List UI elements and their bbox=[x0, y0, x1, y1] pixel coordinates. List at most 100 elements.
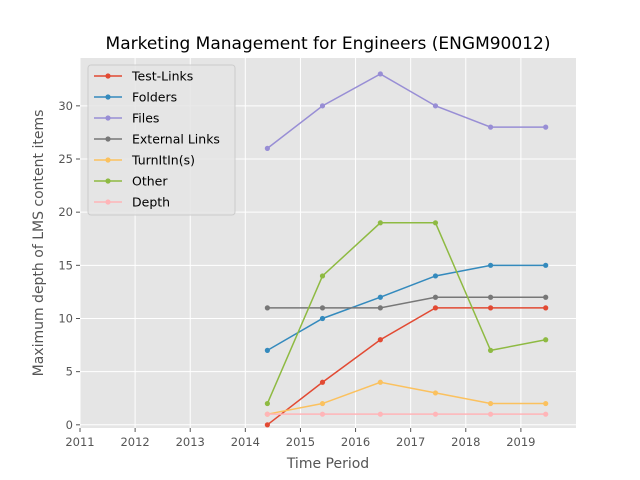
series-line-other bbox=[266, 222, 546, 404]
legend-item-depth: Depth bbox=[94, 195, 170, 210]
data-point-test-links bbox=[432, 305, 439, 311]
x-axis-ticks: 2011 2012 2013 2014 2015 2016 2017 2018 2019 bbox=[65, 428, 536, 449]
legend-item-test-links: Test-Links bbox=[94, 69, 193, 84]
data-point-files bbox=[264, 145, 270, 151]
data-point-other bbox=[543, 337, 549, 343]
legend-swatch-marker bbox=[105, 178, 111, 184]
data-point-test-links bbox=[377, 337, 383, 343]
data-point-files bbox=[487, 124, 494, 130]
data-point-files bbox=[543, 124, 549, 130]
x-tick-label: 2015 bbox=[286, 435, 315, 449]
data-point-external-links bbox=[264, 305, 270, 311]
y-axis-label: Maximum depth of LMS content items bbox=[31, 110, 47, 377]
data-point-external-links bbox=[377, 305, 383, 311]
x-tick-label: 2018 bbox=[451, 435, 480, 449]
data-point-depth bbox=[487, 411, 494, 417]
series-folders bbox=[264, 262, 549, 353]
y-axis-ticks: 0 5 10 15 20 25 30 bbox=[58, 99, 80, 432]
legend-swatch-marker bbox=[105, 199, 111, 205]
x-tick-label: 2012 bbox=[120, 435, 149, 449]
legend-swatch-marker bbox=[105, 94, 111, 100]
x-tick-label: 2013 bbox=[176, 435, 205, 449]
legend-item-folders: Folders bbox=[94, 90, 177, 105]
data-point-external-links bbox=[543, 294, 549, 300]
series-line-external-links bbox=[267, 296, 546, 309]
x-tick-label: 2016 bbox=[341, 435, 370, 449]
y-tick-label: 5 bbox=[66, 365, 73, 379]
data-point-other bbox=[432, 220, 439, 226]
series-external-links bbox=[264, 294, 549, 311]
series-files bbox=[264, 71, 549, 151]
data-point-test-links bbox=[264, 422, 270, 428]
data-point-other bbox=[264, 400, 270, 407]
legend-label: Other bbox=[132, 174, 168, 189]
y-tick-label: 10 bbox=[58, 311, 73, 325]
data-point-depth bbox=[543, 411, 549, 417]
data-point-other bbox=[319, 273, 326, 279]
data-point-depth bbox=[264, 411, 270, 417]
data-point-test-links bbox=[319, 379, 326, 385]
y-tick-label: 0 bbox=[66, 418, 73, 432]
data-point-turnitin-s bbox=[487, 400, 494, 407]
legend-label: Depth bbox=[132, 195, 170, 210]
legend-swatch-marker bbox=[105, 115, 111, 121]
x-tick-label: 2019 bbox=[506, 435, 535, 449]
legend-label: Files bbox=[132, 111, 159, 126]
data-point-files bbox=[377, 71, 383, 77]
y-tick-label: 15 bbox=[58, 258, 73, 272]
x-tick-label: 2011 bbox=[65, 435, 94, 449]
legend-box bbox=[87, 64, 236, 216]
data-point-external-links bbox=[319, 305, 326, 311]
x-tick-label: 2014 bbox=[231, 435, 260, 449]
series-line-files bbox=[266, 73, 546, 149]
legend-swatch-marker bbox=[105, 157, 111, 163]
series-other bbox=[264, 220, 549, 407]
data-point-folders bbox=[377, 294, 383, 300]
legend-label: External Links bbox=[132, 132, 220, 147]
data-point-folders bbox=[264, 347, 270, 353]
legend-swatch-marker bbox=[105, 73, 111, 79]
data-point-folders bbox=[319, 315, 326, 322]
legend-label: Folders bbox=[132, 90, 177, 105]
legend-label: Test-Links bbox=[131, 69, 193, 84]
series-test-links bbox=[264, 305, 549, 428]
legend-item-files: Files bbox=[94, 111, 159, 126]
data-point-folders bbox=[543, 262, 549, 268]
series-turnitin-s bbox=[264, 379, 549, 417]
y-tick-label: 20 bbox=[58, 205, 73, 219]
legend-item-external-links: External Links bbox=[94, 132, 220, 147]
data-point-files bbox=[432, 103, 439, 109]
data-point-turnitin-s bbox=[543, 400, 549, 407]
y-tick-label: 25 bbox=[58, 152, 73, 166]
data-point-external-links bbox=[432, 294, 439, 300]
legend-swatch-marker bbox=[105, 136, 111, 142]
x-axis-label: Time Period bbox=[286, 456, 369, 472]
data-point-external-links bbox=[487, 294, 494, 300]
series-group bbox=[264, 71, 549, 428]
series-line-turnitin-s bbox=[267, 381, 546, 415]
x-tick-label: 2017 bbox=[396, 435, 425, 449]
y-tick-label: 30 bbox=[58, 99, 73, 113]
series-depth bbox=[264, 411, 549, 417]
series-line-test-links bbox=[266, 307, 546, 426]
data-point-depth bbox=[377, 411, 383, 417]
data-point-files bbox=[319, 103, 326, 109]
legend: Test-Links Folders Files External Links Turn… bbox=[87, 64, 236, 216]
legend-label: TurnItIn(s) bbox=[131, 153, 195, 168]
data-point-other bbox=[377, 220, 383, 226]
data-point-folders bbox=[432, 273, 439, 279]
chart-title: Marketing Management for Engineers (ENGM… bbox=[106, 34, 551, 54]
data-point-depth bbox=[319, 411, 326, 417]
data-point-depth bbox=[432, 411, 439, 417]
data-point-turnitin-s bbox=[432, 390, 439, 396]
series-line-folders bbox=[267, 264, 546, 352]
data-point-turnitin-s bbox=[377, 379, 383, 385]
data-point-other bbox=[487, 347, 494, 353]
data-point-test-links bbox=[487, 305, 494, 311]
data-point-test-links bbox=[543, 305, 549, 311]
data-point-folders bbox=[487, 262, 494, 268]
legend-item-other: Other bbox=[94, 174, 168, 189]
legend-item-turnitin-s: TurnItIn(s) bbox=[94, 153, 195, 168]
data-point-turnitin-s bbox=[319, 400, 326, 407]
